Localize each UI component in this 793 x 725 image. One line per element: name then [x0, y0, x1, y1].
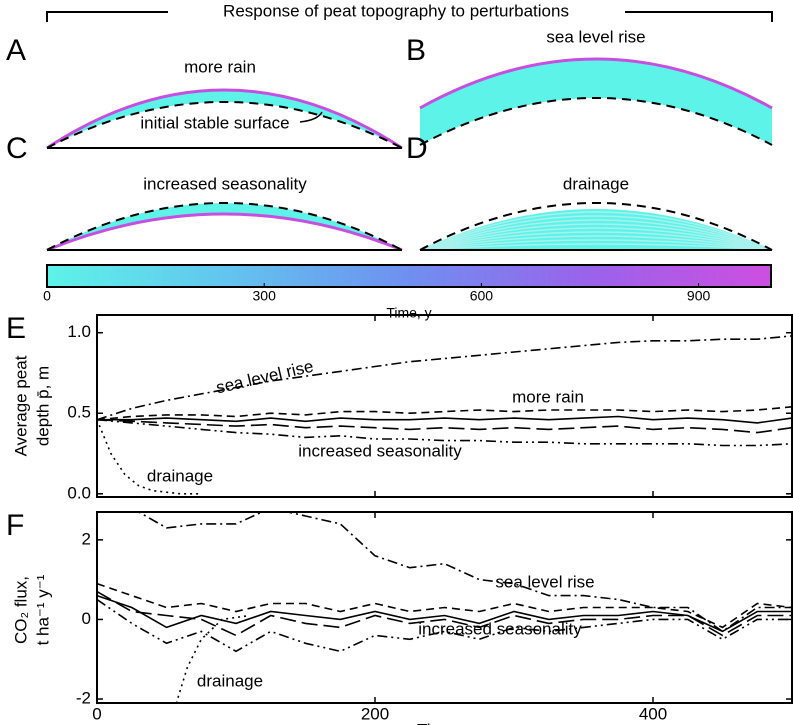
series-label: more rain — [512, 387, 584, 406]
series-label: increased seasonality — [418, 619, 582, 638]
annotation: initial stable surface — [140, 113, 289, 132]
series-label: sea level rise — [214, 357, 315, 398]
series-label: increased seasonality — [298, 441, 462, 460]
y-tick-label: 1.0 — [67, 322, 91, 341]
panel-label: drainage — [563, 174, 629, 193]
panel-letter: A — [6, 34, 26, 67]
plot-area — [97, 512, 792, 703]
series-line — [97, 418, 792, 434]
x-tick-label: 600 — [470, 288, 494, 304]
x-tick-label: 0 — [43, 288, 51, 304]
y-axis-label: Average peat — [11, 355, 30, 456]
y-tick-label: 0.5 — [67, 403, 91, 422]
panel-b-drawing — [419, 57, 773, 146]
series-line — [97, 598, 792, 653]
panel-label: increased seasonality — [143, 174, 307, 193]
panel-letter: F — [6, 509, 24, 542]
x-tick-label: 900 — [687, 288, 711, 304]
y-axis-label: depth p̄, m — [33, 366, 52, 446]
title-bracket — [46, 11, 773, 22]
panel-label: more rain — [184, 57, 256, 76]
figure-title: Response of peat topography to perturbat… — [223, 1, 569, 20]
panel-letter: E — [6, 312, 26, 345]
y-axis-label: CO₂ flux, — [11, 576, 30, 644]
y-tick-label: 0.0 — [67, 483, 91, 502]
axes-frame — [96, 314, 793, 498]
series-line — [97, 590, 792, 637]
series-line — [97, 415, 792, 424]
x-axis-label: Time, y — [386, 305, 431, 321]
series-label: sea level rise — [495, 572, 594, 591]
series-line — [175, 614, 251, 703]
x-tick-label: 200 — [361, 704, 389, 723]
series-line — [97, 335, 792, 421]
panel-a-drawing — [46, 88, 403, 150]
axes-frame — [96, 511, 793, 704]
series-line — [137, 512, 792, 633]
series-label: drainage — [147, 466, 213, 485]
series-label: drainage — [197, 671, 263, 690]
plot-area — [97, 335, 792, 495]
panel-c-drawing — [46, 202, 403, 252]
x-tick-label: 300 — [253, 288, 277, 304]
colorbar — [46, 264, 772, 288]
panel-label: sea level rise — [546, 27, 645, 46]
x-axis-label: Time, y — [417, 720, 473, 725]
series-line — [97, 594, 792, 633]
y-tick-label: -2 — [76, 689, 91, 708]
panel-letter: B — [406, 34, 426, 67]
y-tick-label: 2 — [82, 529, 91, 548]
y-axis-label: t ha⁻¹ y⁻¹ — [33, 574, 52, 645]
x-tick-label: 0 — [92, 704, 101, 723]
panel-letter: D — [406, 132, 428, 165]
panel-d-drawing — [419, 202, 773, 251]
series-line — [97, 582, 792, 629]
x-tick-label: 400 — [639, 704, 667, 723]
panel-letter: C — [6, 132, 28, 165]
y-tick-label: 0 — [82, 609, 91, 628]
series-line — [97, 418, 792, 447]
